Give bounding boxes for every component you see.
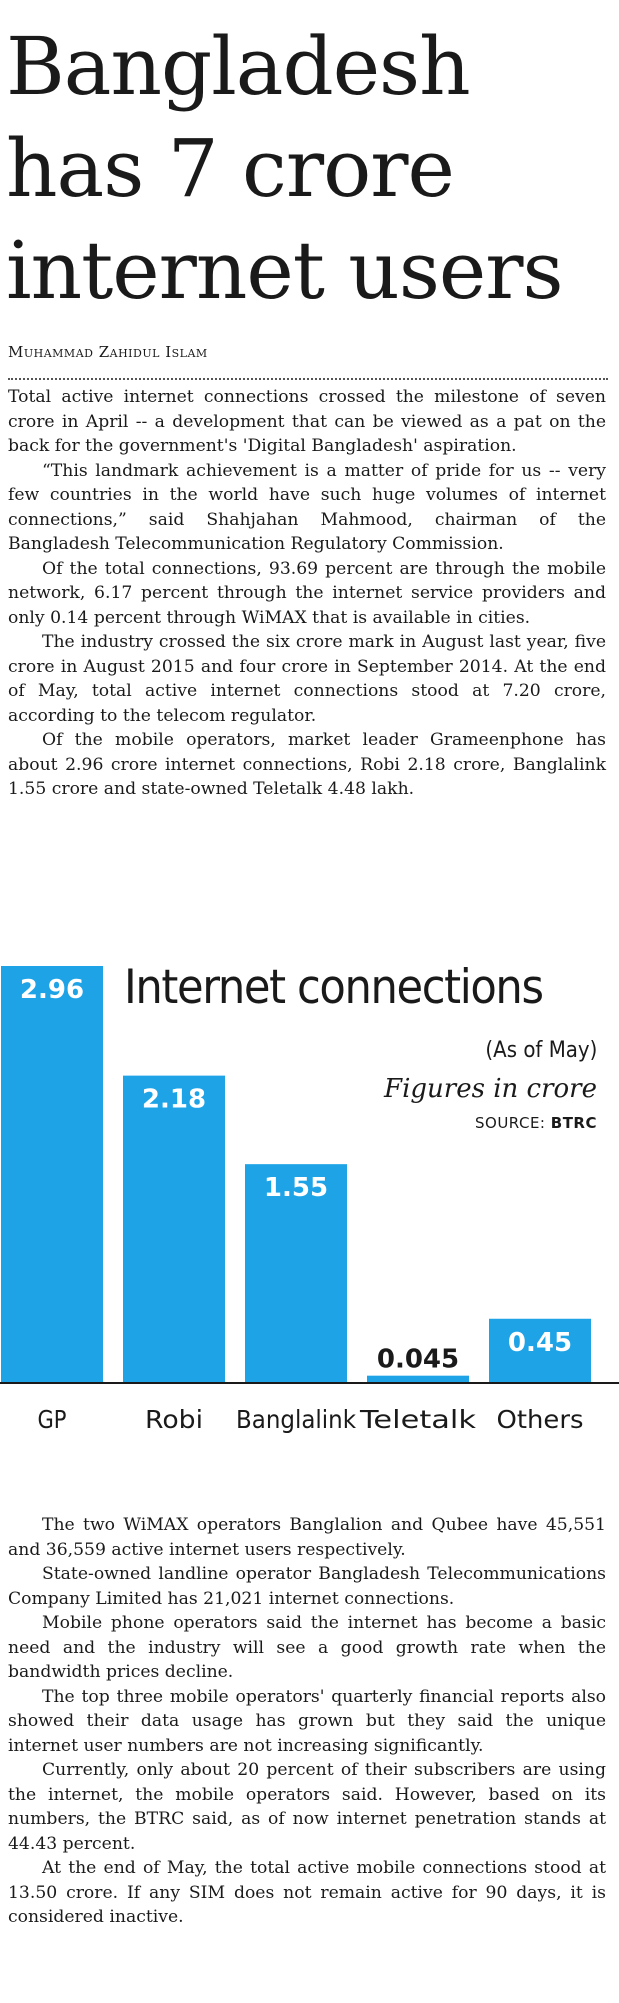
byline: Muhammad Zahidul Islam xyxy=(8,343,208,361)
bar-banglalink xyxy=(245,1164,347,1382)
headline-line-2: has 7 crore xyxy=(6,122,455,215)
value-label-others: 0.45 xyxy=(508,1328,572,1358)
headline-line-1: Bangladesh xyxy=(6,20,471,113)
paragraph: Of the total connections, 93.69 percent … xyxy=(8,558,606,628)
value-label-banglalink: 1.55 xyxy=(264,1173,328,1203)
chart-source-label: SOURCE: xyxy=(474,1114,546,1132)
paragraph: The two WiMAX operators Banglalion and Q… xyxy=(8,1515,606,1560)
chart-units-note: Figures in crore xyxy=(384,1074,597,1104)
internet-connections-chart: 2.96 GP 2.18 Robi 1.55 Banglalink 0.045 Teletal… xyxy=(0,960,619,1460)
bar-gp xyxy=(1,966,103,1382)
bar-robi xyxy=(123,1075,225,1382)
paragraph: Total active internet connections crosse… xyxy=(8,387,606,456)
category-label-teletalk: Teletalk xyxy=(359,1405,477,1434)
value-label-teletalk: 0.045 xyxy=(377,1345,459,1375)
paragraph: Currently, only about 20 percent of thei… xyxy=(8,1760,606,1854)
dotted-divider xyxy=(8,378,608,380)
paragraph: “This landmark achievement is a matter o… xyxy=(8,460,606,555)
bar-others xyxy=(489,1318,591,1382)
article-body-bottom: The two WiMAX operators Banglalion and Q… xyxy=(8,1513,606,1930)
paragraph: Mobile phone operators said the internet… xyxy=(8,1613,606,1682)
chart-source: SOURCE: BTRC xyxy=(475,1114,597,1132)
value-label-gp: 2.96 xyxy=(20,975,84,1005)
value-label-robi: 2.18 xyxy=(142,1085,206,1115)
bar-teletalk xyxy=(367,1375,469,1382)
chart-subtitle: (As of May) xyxy=(485,1038,597,1063)
bar-chart-canvas: 2.96 GP 2.18 Robi 1.55 Banglalink 0.045 Teletal… xyxy=(0,966,619,1434)
category-label-others: Others xyxy=(497,1405,584,1434)
category-label-gp: GP xyxy=(38,1405,67,1434)
paragraph: The top three mobile operators' quarterl… xyxy=(8,1686,606,1756)
paragraph: The industry crossed the six crore mark … xyxy=(8,632,606,726)
headline: Bangladesh has 7 crore internet users xyxy=(6,16,606,322)
category-label-banglalink: Banglalink xyxy=(236,1405,356,1434)
chart-source-name: BTRC xyxy=(550,1114,597,1132)
paragraph: At the end of May, the total active mobi… xyxy=(8,1858,606,1927)
chart-title: Internet connections xyxy=(124,960,544,1015)
paragraph: State-owned landline operator Bangladesh… xyxy=(8,1564,606,1609)
article-body-top: Total active internet connections crosse… xyxy=(8,385,606,802)
paragraph: Of the mobile operators, market leader G… xyxy=(8,730,606,799)
headline-line-3: internet users xyxy=(6,224,564,317)
category-label-robi: Robi xyxy=(145,1405,203,1434)
